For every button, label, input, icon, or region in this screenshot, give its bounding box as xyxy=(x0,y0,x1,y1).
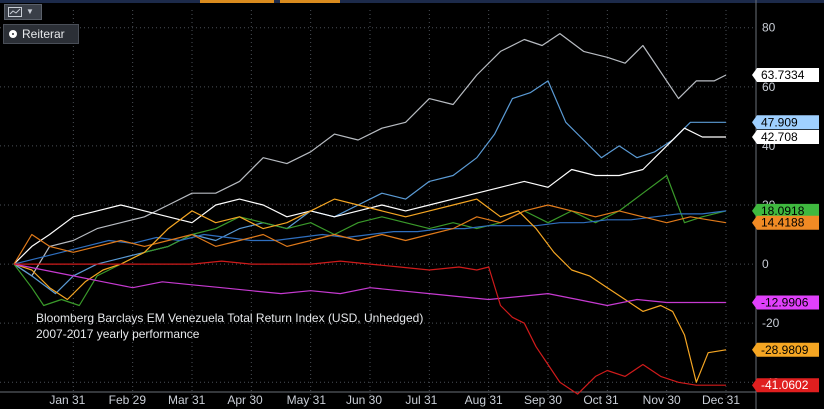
series-line xyxy=(13,80,726,295)
series-line xyxy=(13,32,727,277)
series-line xyxy=(13,174,727,307)
annotation-line-2: 2007-2017 yearly performance xyxy=(36,327,200,341)
series-end-label: 63.7334 xyxy=(761,68,805,82)
series-end-label: 14.4188 xyxy=(761,216,805,230)
series-end-tag xyxy=(752,115,819,130)
y-tick-label: 60 xyxy=(762,80,776,94)
series-line xyxy=(13,127,726,265)
top-bar-segment xyxy=(200,0,274,3)
x-tick-label: Jul 31 xyxy=(405,393,437,407)
y-tick-label: 80 xyxy=(762,21,776,35)
series-end-tag xyxy=(752,295,819,310)
chart-type-menu[interactable]: ▼ xyxy=(4,4,42,20)
x-tick-label: Aug 31 xyxy=(465,393,503,407)
x-tick-label: Sep 30 xyxy=(524,393,562,407)
top-bar-segment xyxy=(280,0,340,3)
line-chart-icon xyxy=(8,7,22,17)
series-end-tag xyxy=(752,203,819,218)
series-end-tag xyxy=(752,130,819,145)
reiterar-button[interactable]: Reiterar xyxy=(3,24,79,44)
x-tick-label: Jun 30 xyxy=(346,393,382,407)
top-bar-segment xyxy=(274,0,280,3)
series-end-label: -28.9809 xyxy=(761,343,809,357)
series-line xyxy=(14,260,726,395)
series-line xyxy=(13,204,727,265)
radio-icon xyxy=(9,30,17,38)
caret-down-icon: ▼ xyxy=(26,7,34,16)
x-tick-label: Nov 30 xyxy=(643,393,681,407)
y-tick-label: -20 xyxy=(762,316,780,330)
series-end-label: 47.909 xyxy=(761,115,798,129)
series-end-tag xyxy=(752,68,819,82)
x-tick-label: Oct 31 xyxy=(583,393,619,407)
top-color-bar xyxy=(0,0,824,3)
top-bar-segment xyxy=(340,0,824,3)
series-end-tag xyxy=(752,215,819,230)
x-tick-label: May 31 xyxy=(287,393,327,407)
x-tick-label: Mar 31 xyxy=(168,393,206,407)
series-end-tag xyxy=(752,378,819,393)
series-line xyxy=(13,263,726,307)
x-tick-label: Feb 29 xyxy=(109,393,147,407)
annotation-line-1: Bloomberg Barclays EM Venezuela Total Re… xyxy=(36,311,423,325)
x-tick-label: Apr 30 xyxy=(227,393,263,407)
top-bar-segment xyxy=(0,0,200,3)
series-end-label: 18.0918 xyxy=(761,204,805,218)
y-tick-label: 0 xyxy=(762,257,769,271)
x-tick-label: Jan 31 xyxy=(49,393,85,407)
x-tick-label: Dec 31 xyxy=(702,393,740,407)
series-end-label: 42.708 xyxy=(761,130,798,144)
reiterar-label: Reiterar xyxy=(22,27,65,41)
series-end-label: -12.9906 xyxy=(761,296,809,310)
series-end-tag xyxy=(752,342,819,357)
series-end-label: -41.0602 xyxy=(761,378,809,392)
